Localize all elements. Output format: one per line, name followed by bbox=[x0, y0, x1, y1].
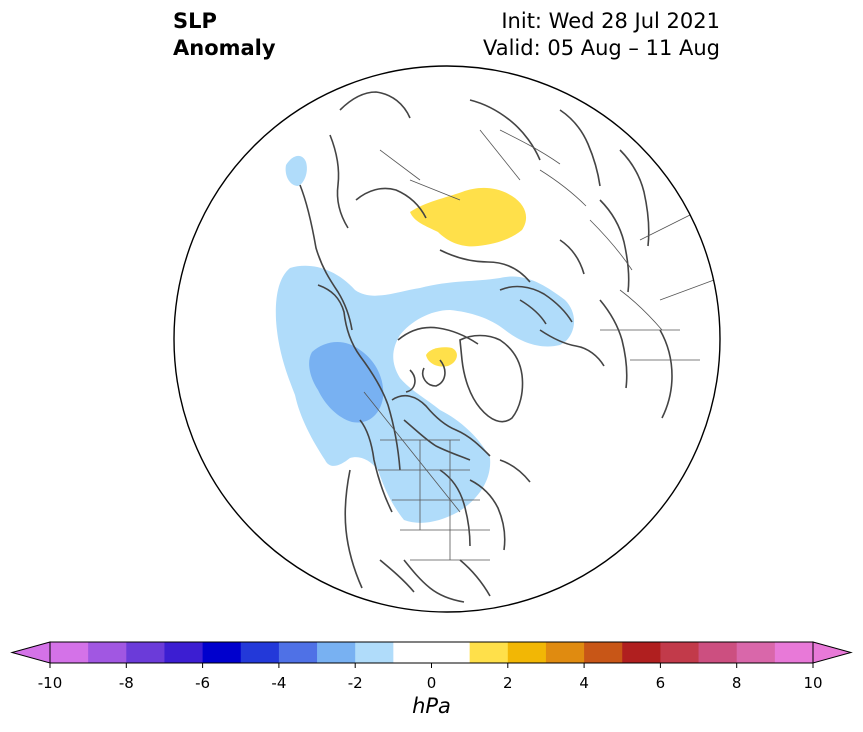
valid-range-label: Valid: 05 Aug – 11 Aug bbox=[482, 36, 720, 60]
coastlines bbox=[299, 91, 673, 603]
date-info: Init: Wed 28 Jul 2021 Valid: 05 Aug – 11… bbox=[483, 8, 720, 62]
anomaly-pacific-northwest-small bbox=[285, 155, 307, 186]
colorbar-tick-label: 0 bbox=[427, 674, 437, 692]
colorbar-tick-label: -2 bbox=[348, 674, 363, 692]
colorbar-extend-low bbox=[10, 641, 51, 664]
colorbar-bin bbox=[660, 642, 700, 663]
colorbar-bin bbox=[698, 642, 738, 663]
colorbar-bin bbox=[774, 642, 814, 663]
colorbar-bin bbox=[355, 642, 394, 663]
colorbar-bin bbox=[736, 642, 776, 663]
title-line-2: Anomaly bbox=[173, 36, 276, 60]
colorbar-bin bbox=[164, 642, 204, 663]
colorbar-bin bbox=[317, 642, 356, 663]
title-line-1: SLP bbox=[173, 9, 217, 33]
colorbar-bin bbox=[50, 642, 89, 663]
colorbar-tick-label: -4 bbox=[271, 674, 286, 692]
colorbar-bin bbox=[202, 642, 242, 663]
map-title: SLP Anomaly bbox=[173, 8, 276, 62]
colorbar-tick-label: -8 bbox=[119, 674, 134, 692]
polar-map bbox=[173, 65, 721, 613]
colorbar: -10 -8 -6 -4 -2 0 2 4 6 8 10 bbox=[10, 641, 853, 692]
colorbar-bin bbox=[278, 642, 318, 663]
colorbar-bins bbox=[50, 642, 814, 663]
colorbar-tick-label: -10 bbox=[38, 674, 63, 692]
init-date-label: Init: Wed 28 Jul 2021 bbox=[501, 9, 720, 33]
colorbar-tick-label: 10 bbox=[803, 674, 822, 692]
colorbar-tick-label: 2 bbox=[503, 674, 513, 692]
anomaly-north-pacific-alaska bbox=[275, 265, 575, 523]
colorbar-bin bbox=[622, 642, 661, 663]
colorbar-bin bbox=[507, 642, 547, 663]
colorbar-extend-high bbox=[812, 641, 853, 664]
colorbar-tick-label: 4 bbox=[579, 674, 589, 692]
colorbar-bin bbox=[545, 642, 585, 663]
colorbar-tick-label: 8 bbox=[732, 674, 742, 692]
anomaly-canadian-archipelago bbox=[426, 347, 457, 367]
colorbar-unit-label: hPa bbox=[412, 694, 451, 718]
colorbar-bin bbox=[393, 642, 471, 663]
colorbar-tick-label: 6 bbox=[656, 674, 666, 692]
colorbar-bin bbox=[584, 642, 623, 663]
political-borders bbox=[363, 129, 715, 561]
colorbar-bin bbox=[240, 642, 280, 663]
colorbar-bin bbox=[126, 642, 165, 663]
colorbar-tick-label: -6 bbox=[195, 674, 210, 692]
colorbar-bin bbox=[469, 642, 509, 663]
anomaly-western-siberia bbox=[410, 187, 527, 247]
colorbar-ticks: -10 -8 -6 -4 -2 0 2 4 6 8 10 bbox=[38, 663, 823, 692]
colorbar-bin bbox=[88, 642, 127, 663]
globe-outline bbox=[173, 65, 721, 613]
globe-background bbox=[174, 66, 720, 612]
